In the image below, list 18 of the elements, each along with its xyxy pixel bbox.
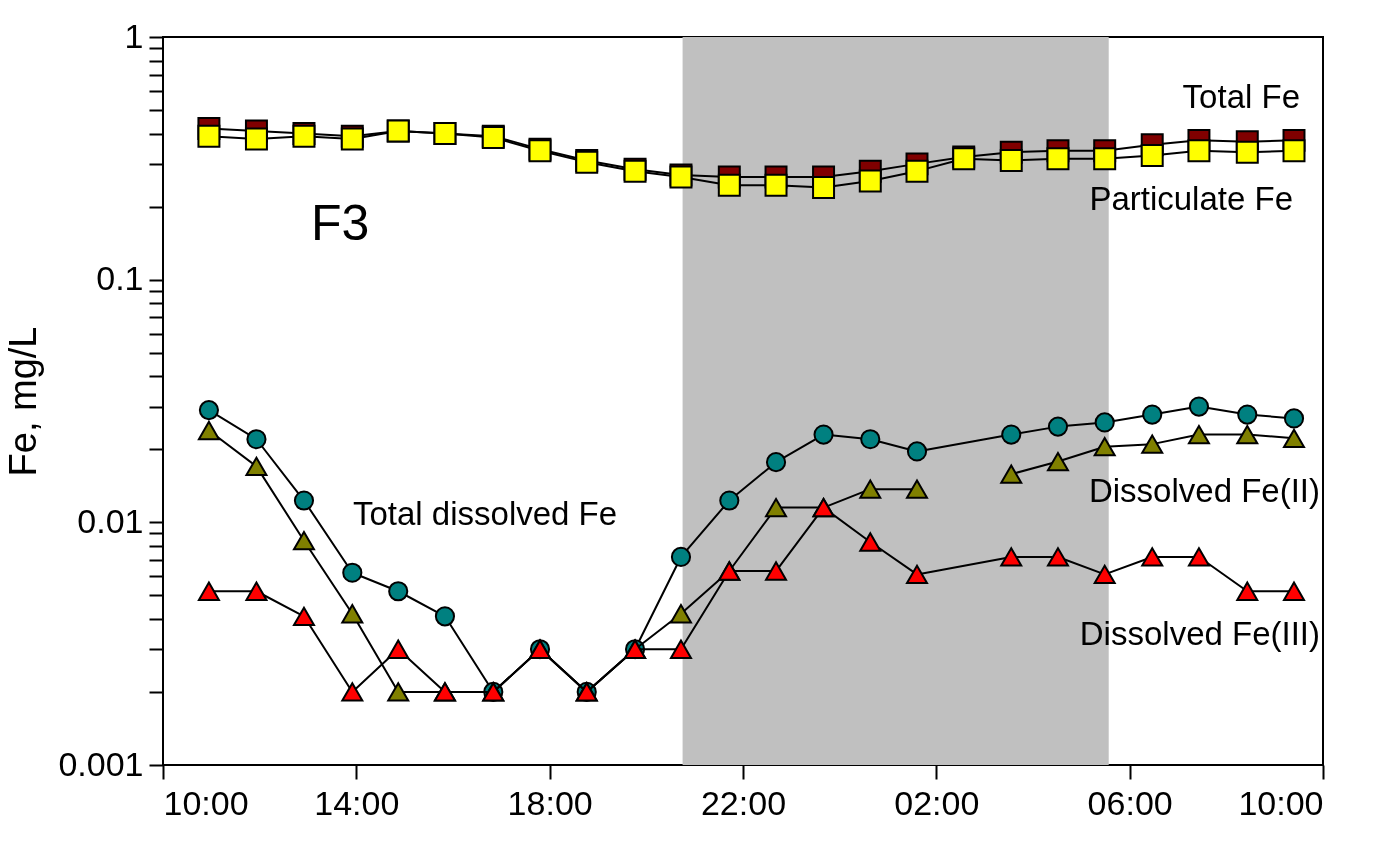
y-axis-title: Fe, mg/L [2,326,45,477]
annotation: Dissolved Fe(II) [1088,472,1320,509]
text: F3 [310,195,370,251]
annotation: Dissolved Fe(III) [1079,615,1320,652]
x-tick-label: 02:00 [894,783,980,822]
y-tick-label: 0.01 [77,501,144,540]
x-tick-label: 18:00 [507,783,593,822]
x-tick-label: 14:00 [314,783,400,822]
x-tick-label: 06:00 [1087,783,1173,822]
x-tick-label: 10:00 [163,783,249,822]
annotation: Particulate Fe [1089,180,1293,217]
y-tick-label: 0.1 [96,259,144,298]
x-tick-label: 22:00 [700,783,787,822]
y-tick-label: 1 [124,16,144,55]
annotation: Total Fe [1182,78,1300,115]
x-tick-label: 10:00 [1238,783,1324,822]
annotation: Total dissolved Fe [353,495,618,532]
y-tick-label: 0.001 [58,744,144,783]
